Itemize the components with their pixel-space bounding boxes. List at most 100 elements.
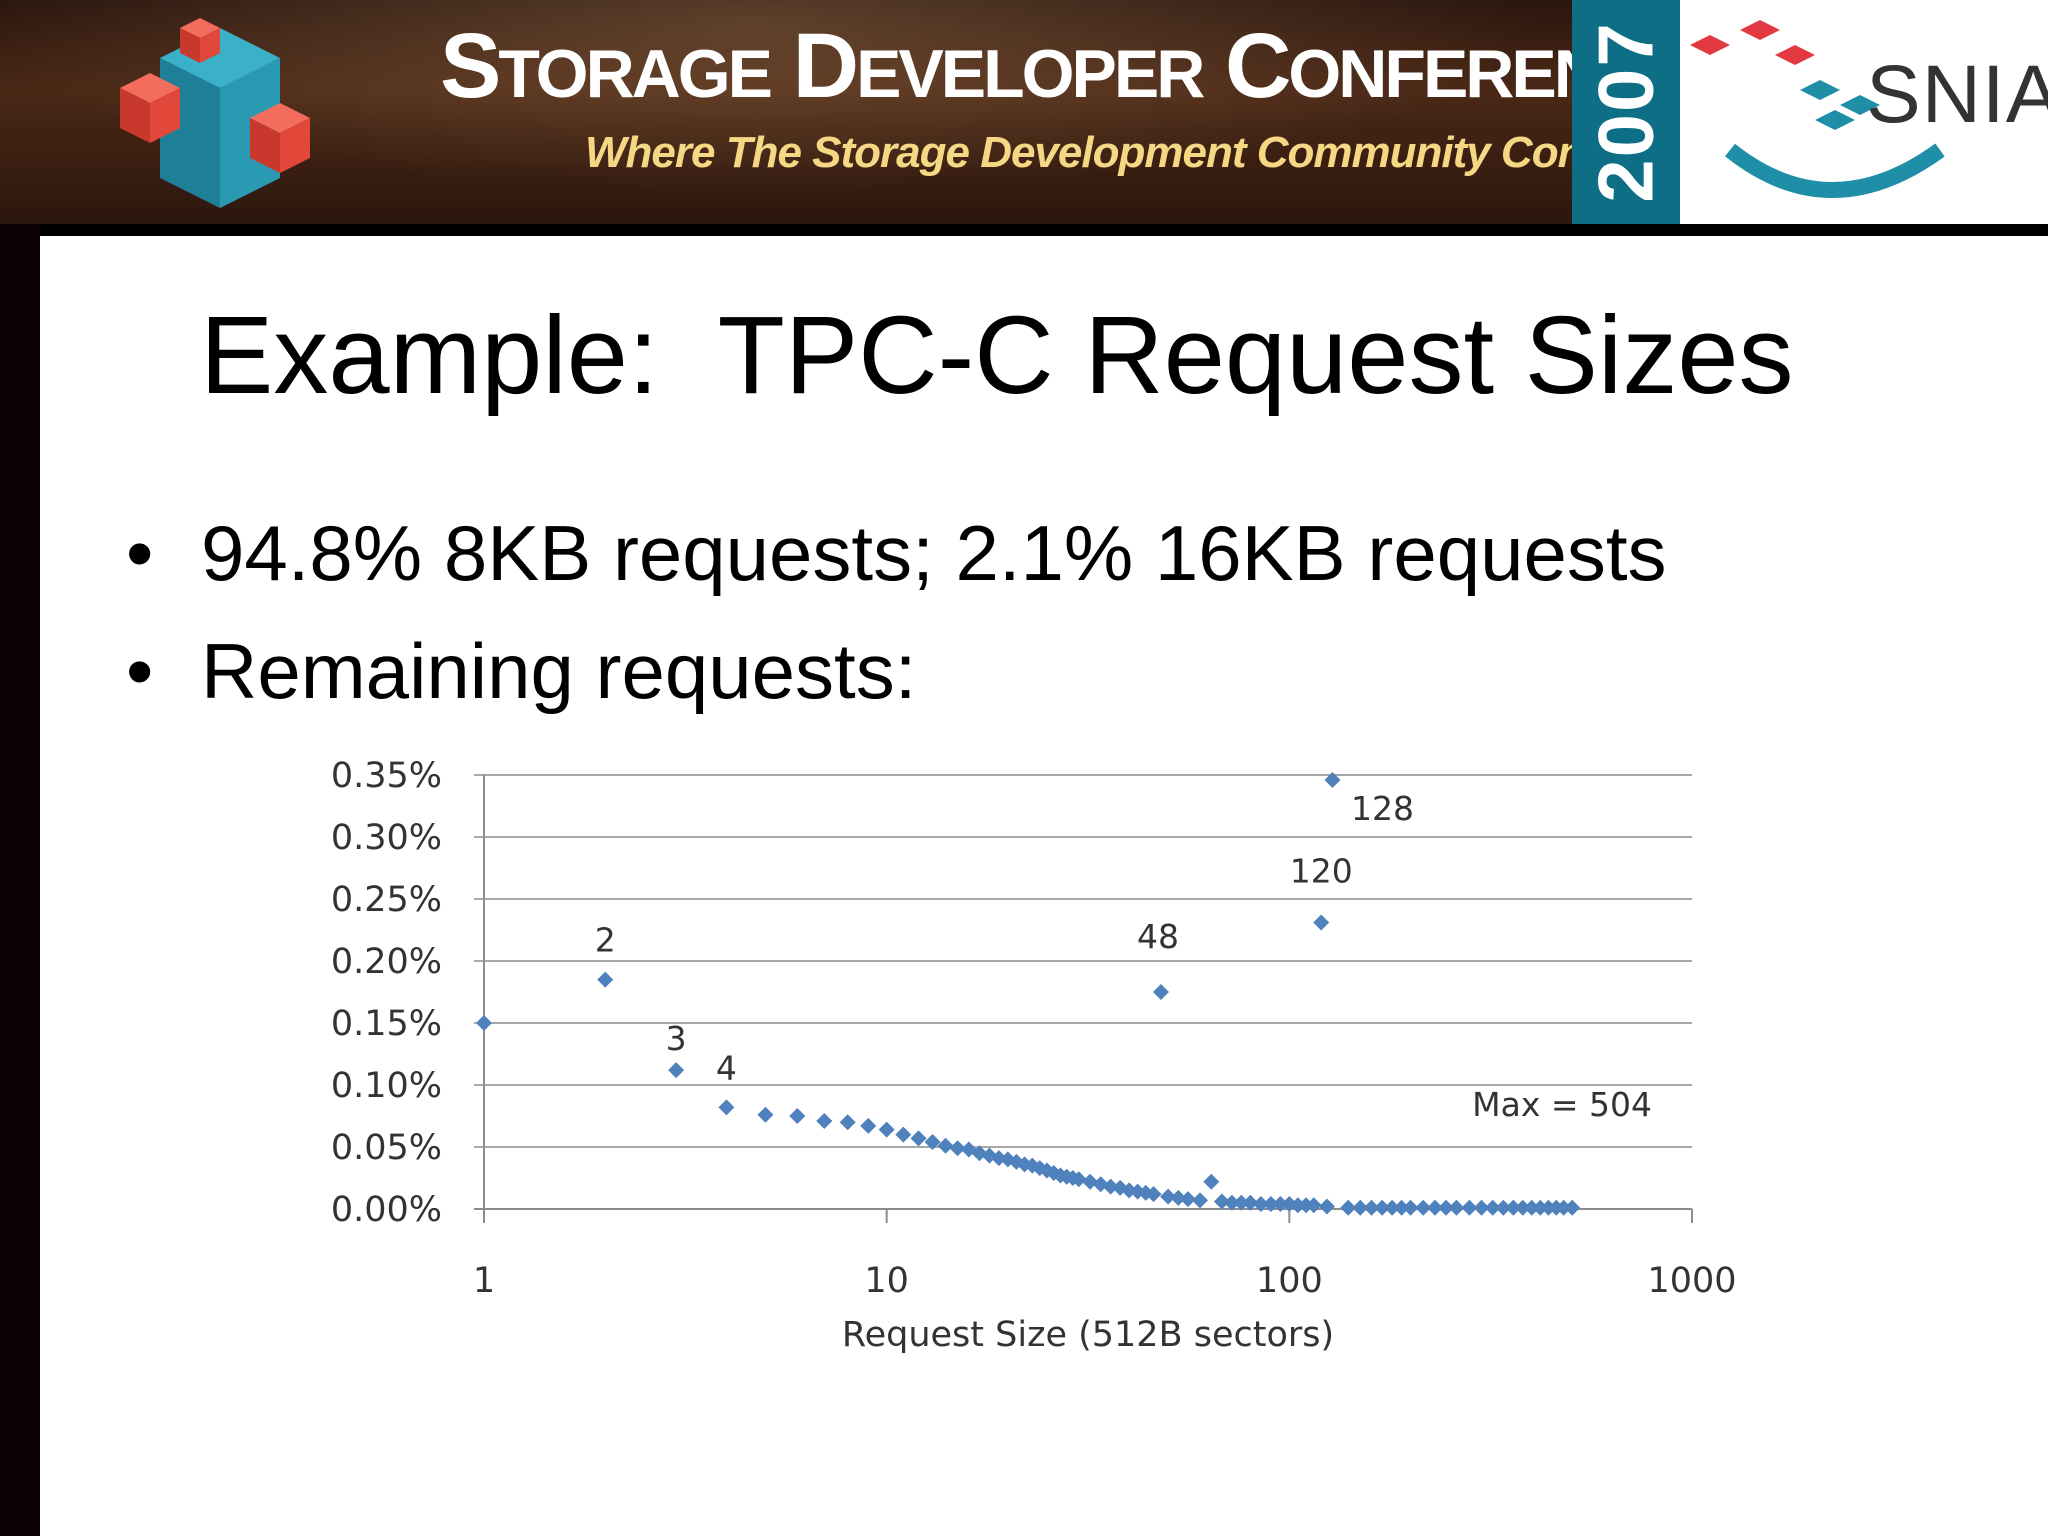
- title-word-1: STORAGE: [440, 15, 773, 117]
- y-tick-label: 0.15%: [331, 1004, 442, 1044]
- data-point: [1082, 1173, 1099, 1190]
- data-point: [1289, 1197, 1306, 1214]
- data-point: [937, 1137, 954, 1154]
- bullet-item-2: • Remaining requests:: [126, 626, 916, 717]
- x-tick-label: 10: [864, 1261, 909, 1301]
- data-point: [668, 1062, 685, 1079]
- data-point: [1318, 1198, 1335, 1215]
- data-point: [1272, 1196, 1289, 1213]
- data-label: 128: [1351, 789, 1414, 828]
- data-point: [1505, 1199, 1522, 1216]
- slide-content: Example: TPC-C Request Sizes • 94.8% 8KB …: [40, 236, 2048, 1536]
- data-point: [1363, 1199, 1380, 1216]
- x-axis-title: Request Size (512B sectors): [842, 1315, 1334, 1355]
- y-tick-label: 0.00%: [331, 1190, 442, 1230]
- data-point: [1352, 1199, 1369, 1216]
- data-point: [1252, 1196, 1269, 1213]
- data-point: [1233, 1194, 1250, 1211]
- snia-logo-text: SNIA: [1866, 49, 2048, 140]
- data-point: [895, 1126, 912, 1143]
- data-label: 4: [716, 1048, 737, 1087]
- left-frame-bar: [0, 224, 40, 1536]
- chart-gridlines: [474, 774, 1692, 1210]
- data-point: [1384, 1199, 1401, 1216]
- data-point: [1523, 1199, 1540, 1216]
- bullet-text: 94.8% 8KB requests; 2.1% 16KB requests: [201, 509, 1667, 597]
- data-point: [1223, 1194, 1240, 1211]
- data-point: [1179, 1191, 1196, 1208]
- data-point: [476, 1015, 492, 1031]
- year-band: [1572, 0, 1680, 224]
- data-point: [949, 1140, 966, 1157]
- data-point: [1313, 914, 1330, 931]
- data-point: [1393, 1199, 1410, 1216]
- data-point: [1070, 1171, 1087, 1188]
- data-point: [1555, 1199, 1572, 1216]
- data-point: [1152, 984, 1169, 1000]
- data-point: [757, 1106, 774, 1123]
- data-point: [1160, 1188, 1177, 1205]
- data-point: [1145, 1186, 1162, 1203]
- data-point: [1461, 1199, 1478, 1216]
- bullet-text: Remaining requests:: [201, 627, 917, 715]
- data-label: 48: [1137, 917, 1179, 956]
- snia-logo-icon: [1690, 20, 1945, 198]
- data-point: [924, 1134, 941, 1151]
- data-label: 2: [595, 921, 616, 960]
- data-point: [1514, 1199, 1531, 1216]
- bullet-marker: •: [126, 509, 154, 597]
- snia-logo-panel: [1680, 0, 2048, 224]
- y-tick-label: 0.20%: [331, 942, 442, 982]
- y-tick-label: 0.10%: [331, 1066, 442, 1106]
- data-label: 120: [1290, 852, 1353, 891]
- data-point: [1170, 1189, 1187, 1206]
- bullet-item-1: • 94.8% 8KB requests; 2.1% 16KB requests: [126, 508, 1667, 599]
- x-tick-label: 1: [473, 1261, 495, 1301]
- data-point: [1402, 1199, 1419, 1216]
- conference-tagline: Where The Storage Development Community …: [585, 128, 1694, 177]
- x-tick-label: 1000: [1647, 1261, 1736, 1301]
- data-point: [1340, 1199, 1357, 1216]
- chart-labels: 0.00% 0.05% 0.10% 0.15% 0.20% 0.25% 0.30% 0.35%…: [331, 756, 1737, 1355]
- x-tick-label: 100: [1256, 1261, 1323, 1301]
- data-point: [1415, 1199, 1432, 1216]
- data-point: [1438, 1199, 1455, 1216]
- cube-logo-icon: [120, 18, 310, 208]
- data-point: [1484, 1199, 1501, 1216]
- y-tick-label: 0.30%: [331, 818, 442, 858]
- data-point: [1262, 1196, 1279, 1213]
- data-point: [1374, 1199, 1391, 1216]
- data-point: [1473, 1199, 1490, 1216]
- title-word-2: DEVELOPER: [792, 15, 1206, 117]
- conference-title: STORAGE DEVELOPER CONFERENCE: [440, 20, 1691, 112]
- data-point: [1203, 1173, 1220, 1190]
- data-point: [1495, 1199, 1512, 1216]
- data-point: [1532, 1199, 1549, 1216]
- data-point: [839, 1114, 856, 1131]
- data-point: [1564, 1199, 1581, 1216]
- data-point: [1008, 1153, 1025, 1170]
- data-point: [1213, 1193, 1230, 1210]
- y-tick-label: 0.05%: [331, 1128, 442, 1168]
- data-point: [1102, 1178, 1119, 1195]
- data-point: [1192, 1192, 1209, 1209]
- data-point: [789, 1108, 806, 1124]
- bullet-marker: •: [126, 627, 154, 715]
- data-point: [816, 1112, 833, 1129]
- y-tick-label: 0.25%: [331, 880, 442, 920]
- conference-banner: STORAGE DEVELOPER CONFERENCE Where The S…: [0, 0, 2048, 224]
- chart-points: [476, 771, 1581, 1216]
- data-point: [1242, 1194, 1259, 1211]
- data-point: [878, 1121, 895, 1138]
- data-point: [1324, 771, 1341, 788]
- data-point: [597, 971, 614, 988]
- slide-title: Example: TPC-C Request Sizes: [200, 294, 1794, 417]
- data-point: [910, 1130, 927, 1147]
- data-point: [1448, 1199, 1465, 1216]
- chart-axes: [483, 775, 1693, 1223]
- data-label: Max = 504: [1472, 1085, 1652, 1124]
- data-point: [1426, 1199, 1443, 1216]
- y-tick-label: 0.35%: [331, 756, 442, 796]
- data-point: [718, 1099, 735, 1116]
